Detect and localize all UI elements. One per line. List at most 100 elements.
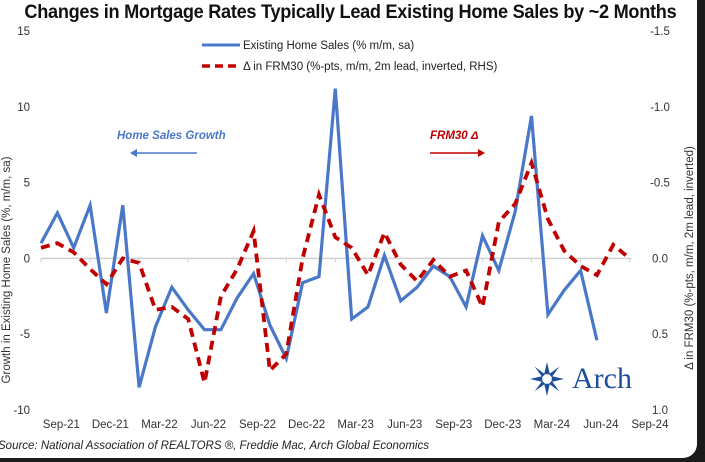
home-sales-point bbox=[596, 339, 598, 341]
x-tick-label: Dec-22 bbox=[288, 419, 325, 431]
x-tick-label: Jun-22 bbox=[191, 419, 226, 431]
frm30-point bbox=[350, 247, 352, 249]
home-sales-point bbox=[465, 306, 467, 308]
frm30-point bbox=[285, 353, 287, 355]
home-sales-point bbox=[350, 318, 352, 320]
home-sales-point bbox=[481, 234, 483, 236]
arch-star-icon bbox=[529, 361, 565, 397]
frm30-point bbox=[138, 262, 140, 264]
home-sales-point bbox=[187, 309, 189, 311]
frm30-point bbox=[236, 268, 238, 270]
frm30-point bbox=[187, 318, 189, 320]
x-tick-label: Dec-21 bbox=[92, 419, 129, 431]
frm30-point bbox=[481, 306, 483, 308]
series-line-frm30 bbox=[40, 157, 631, 384]
line-chart: 15 10 5 0 -5 -10 -1.5 -1.0 -0.5 0.0 0.5 1.0 Sep-21… bbox=[1, 26, 696, 431]
source-note: Source: National Association of REALTORS… bbox=[0, 440, 429, 452]
frm30-point bbox=[220, 295, 222, 297]
arrow-right-icon bbox=[430, 149, 485, 157]
y2-tick-label: -1.5 bbox=[650, 26, 670, 38]
home-sales-point bbox=[285, 357, 287, 359]
home-sales-point bbox=[400, 300, 402, 302]
y2-tick-label: 1.0 bbox=[652, 405, 668, 417]
x-tick-label: Mar-22 bbox=[141, 419, 177, 431]
y-tick-label: 15 bbox=[17, 26, 30, 38]
frm30-point bbox=[89, 268, 91, 270]
frm30-point bbox=[579, 265, 581, 267]
frm30-point bbox=[171, 306, 173, 308]
arch-logo: Arch bbox=[528, 360, 632, 398]
home-sales-point bbox=[89, 204, 91, 206]
y-tick-label: 10 bbox=[17, 102, 30, 114]
frm30-point bbox=[628, 257, 630, 259]
frm30-point bbox=[400, 263, 402, 265]
legend-label-frm30: Δ in FRM30 (%-pts, m/m, 2m lead, inverte… bbox=[243, 61, 498, 73]
home-sales-point bbox=[171, 286, 173, 288]
home-sales-point bbox=[73, 247, 75, 249]
home-sales-point bbox=[383, 254, 385, 256]
y2-tick-label: -0.5 bbox=[650, 178, 670, 190]
home-sales-point bbox=[220, 328, 222, 330]
home-sales-point bbox=[154, 325, 156, 327]
x-tick-label: Mar-24 bbox=[534, 419, 571, 431]
frm30-point bbox=[416, 280, 418, 282]
y-tick-label: 5 bbox=[24, 178, 30, 190]
frm30-point bbox=[514, 203, 516, 205]
frm30-point bbox=[318, 194, 320, 196]
y-tick-label: -5 bbox=[20, 329, 30, 341]
arch-logo-text: Arch bbox=[572, 362, 632, 395]
y2-tick-label: 0.5 bbox=[652, 329, 668, 341]
y2-axis-title: Δ in FRM30 (%-pts, m/m, 2m lead, inverte… bbox=[684, 146, 696, 370]
home-sales-point bbox=[498, 269, 500, 271]
home-sales-point bbox=[579, 269, 581, 271]
frm30-point bbox=[154, 309, 156, 311]
home-sales-point bbox=[301, 281, 303, 283]
frm30-point bbox=[547, 218, 549, 220]
frm30-point bbox=[73, 251, 75, 253]
frm30-point bbox=[252, 230, 254, 232]
home-sales-point bbox=[318, 275, 320, 277]
home-sales-point bbox=[252, 272, 254, 274]
x-tick-label: Dec-23 bbox=[484, 419, 521, 431]
y-tick-label: -10 bbox=[13, 405, 30, 417]
frm30-point bbox=[449, 275, 451, 277]
legend-label-home-sales: Existing Home Sales (% m/m, sa) bbox=[243, 40, 414, 52]
x-tick-label: Sep-21 bbox=[43, 419, 80, 431]
frm30-point bbox=[301, 257, 303, 259]
home-sales-point bbox=[563, 289, 565, 291]
x-tick-label: Sep-24 bbox=[631, 419, 669, 431]
home-sales-point bbox=[138, 386, 140, 388]
frm30-point bbox=[203, 382, 205, 384]
home-sales-point bbox=[40, 242, 42, 244]
frm30-point bbox=[367, 274, 369, 276]
frm30-point bbox=[105, 283, 107, 285]
x-tick-label: Jun-24 bbox=[583, 419, 619, 431]
x-tick-label: Sep-22 bbox=[239, 419, 276, 431]
home-sales-point bbox=[105, 312, 107, 314]
home-sales-point bbox=[514, 210, 516, 212]
frm30-point bbox=[122, 257, 124, 259]
y-tick-label: 0 bbox=[24, 253, 30, 265]
frm30-point bbox=[465, 269, 467, 271]
frm30-point bbox=[432, 259, 434, 261]
home-sales-point bbox=[269, 324, 271, 326]
home-sales-point bbox=[547, 313, 549, 315]
frm30-point bbox=[596, 274, 598, 276]
x-tick-label: Sep-23 bbox=[435, 419, 472, 431]
home-sales-point bbox=[236, 297, 238, 299]
home-sales-point bbox=[203, 328, 205, 330]
frm30-point bbox=[269, 369, 271, 371]
frm30-point bbox=[563, 250, 565, 252]
frm30-point bbox=[530, 162, 532, 164]
home-sales-point bbox=[334, 87, 336, 89]
y-axis-title: Growth in Existing Home Sales (%, m/m, s… bbox=[1, 156, 13, 383]
frm30-point bbox=[383, 231, 385, 233]
frm30-point bbox=[498, 221, 500, 223]
home-sales-point bbox=[367, 306, 369, 308]
frm30-point bbox=[40, 247, 42, 249]
frm30-point bbox=[334, 236, 336, 238]
home-sales-point bbox=[416, 286, 418, 288]
arrow-left-icon bbox=[130, 149, 197, 157]
home-sales-point bbox=[530, 115, 532, 117]
